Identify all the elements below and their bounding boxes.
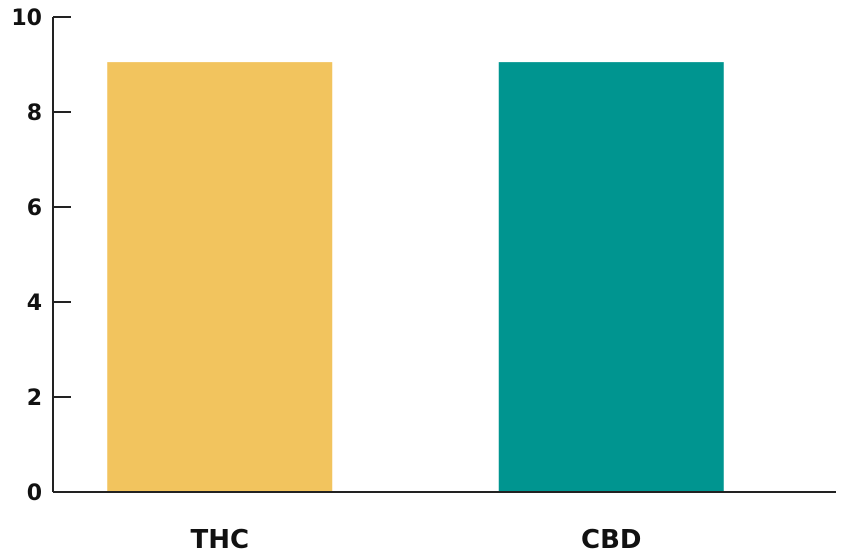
y-axis-ticks: 0 2 4 6 8 10 bbox=[11, 6, 71, 506]
y-tick-label: 6 bbox=[27, 196, 42, 221]
bar-cbd bbox=[498, 62, 724, 492]
bars-group bbox=[107, 62, 724, 492]
x-category-label: THC bbox=[190, 525, 249, 552]
x-category-label: CBD bbox=[581, 525, 641, 552]
x-axis-labels: THC CBD bbox=[190, 525, 641, 552]
y-tick-label: 0 bbox=[27, 481, 42, 506]
y-tick-label: 8 bbox=[27, 101, 42, 126]
y-tick-label: 2 bbox=[27, 386, 42, 411]
bar-thc bbox=[107, 62, 333, 492]
y-tick-label: 10 bbox=[11, 6, 42, 31]
y-tick-label: 4 bbox=[27, 291, 42, 316]
